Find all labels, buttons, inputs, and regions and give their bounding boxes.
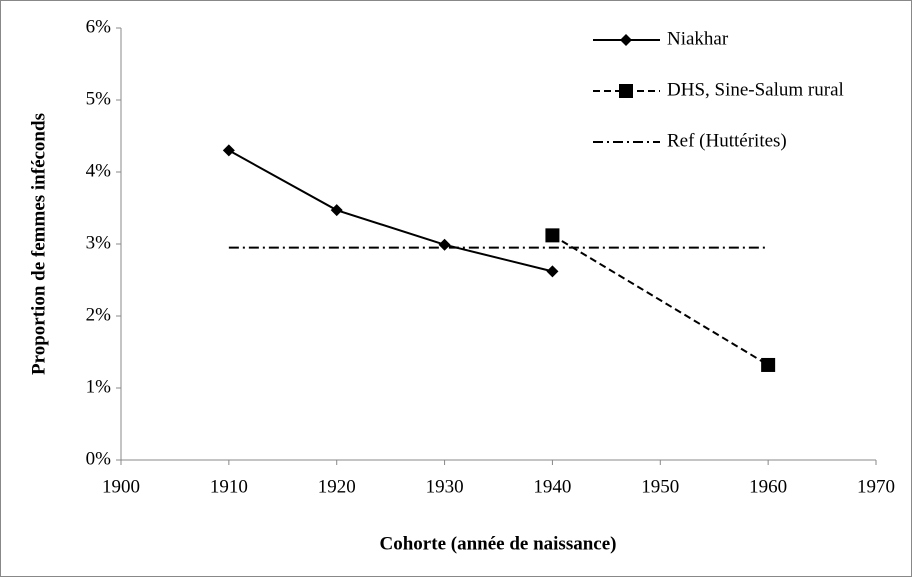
series-line bbox=[551, 234, 769, 366]
point bbox=[546, 265, 559, 278]
legend-marker bbox=[619, 84, 633, 98]
y-tick-label: 1% bbox=[86, 376, 112, 397]
x-tick-label: 1970 bbox=[857, 476, 895, 497]
x-tick-label: 1900 bbox=[102, 476, 140, 497]
y-tick-label: 4% bbox=[86, 160, 112, 181]
series-line bbox=[228, 149, 553, 273]
x-tick-label: 1910 bbox=[210, 476, 248, 497]
point bbox=[761, 357, 776, 372]
x-tick-label: 1940 bbox=[533, 476, 571, 497]
x-tick-label: 1960 bbox=[749, 476, 787, 497]
y-axis-title: Proportion de femmes inféconds bbox=[28, 113, 49, 375]
legend-marker bbox=[620, 34, 632, 46]
point bbox=[330, 204, 343, 217]
point bbox=[438, 238, 451, 251]
y-tick-label: 6% bbox=[86, 16, 112, 37]
legend-label: Ref (Huttérites) bbox=[667, 130, 787, 151]
x-tick-label: 1950 bbox=[641, 476, 679, 497]
y-tick-label: 0% bbox=[86, 448, 112, 469]
y-tick-label: 2% bbox=[86, 304, 112, 325]
y-tick-label: 3% bbox=[86, 232, 112, 253]
y-tick-label: 5% bbox=[86, 88, 112, 109]
x-tick-label: 1930 bbox=[426, 476, 464, 497]
point bbox=[222, 144, 235, 157]
x-tick-label: 1920 bbox=[318, 476, 356, 497]
legend-label: DHS, Sine-Salum rural bbox=[667, 79, 844, 100]
x-axis-title: Cohorte (année de naissance) bbox=[380, 533, 617, 554]
point bbox=[545, 228, 560, 243]
legend-label: Niakhar bbox=[667, 28, 729, 49]
